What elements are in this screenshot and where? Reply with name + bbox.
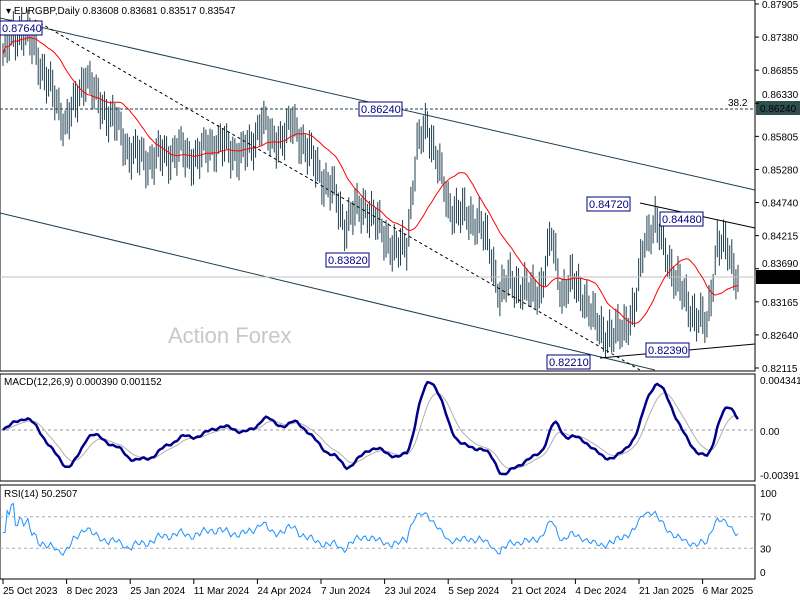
y-tick-label: 0.84215: [762, 232, 799, 243]
x-tick-label: 7 Jun 2024: [321, 586, 371, 597]
annotation-84720: 0.84720: [589, 199, 629, 211]
rsi-tick-label: 0: [760, 568, 766, 579]
price-panel-border: [0, 0, 756, 372]
y-tick-label: 0.86330: [762, 90, 799, 101]
rsi-tick-label: 100: [760, 489, 777, 500]
x-tick-label: 11 Mar 2024: [194, 586, 250, 597]
fib-label: 38.2: [728, 98, 748, 109]
dashed-trend-line: [34, 19, 641, 371]
y-tick-label: 0.83165: [762, 298, 799, 309]
x-tick-label: 21 Oct 2024: [512, 586, 567, 597]
rsi-tick-label: 30: [760, 544, 772, 555]
price-axis: 0.87905 0.87380 0.86855 0.86330 0.85805 0.852…: [762, 0, 799, 375]
y-tick-label: 0.85805: [762, 132, 799, 143]
rsi-panel-border: [0, 484, 756, 580]
annotation-high: 0.87640: [2, 23, 42, 35]
y-tick-label: 0.86855: [762, 66, 799, 77]
x-tick-label: 6 Mar 2025: [703, 586, 754, 597]
x-tick-label: 8 Dec 2023: [67, 586, 119, 597]
macd-signal-line: [2, 392, 739, 469]
macd-title: MACD(12,26,9) 0.000390 0.001152: [4, 377, 162, 388]
y-tick-label: 0.85280: [762, 165, 799, 176]
annotation-82390: 0.82390: [648, 345, 688, 357]
macd-tick-label: 0.00: [760, 427, 780, 438]
y-tick-label: 0.84740: [762, 199, 799, 210]
x-tick-label: 5 Sep 2024: [448, 586, 500, 597]
x-tick-label: 25 Oct 2023: [3, 586, 58, 597]
x-tick-label: 4 Dec 2024: [575, 586, 627, 597]
time-axis: 25 Oct 2023 8 Dec 2023 25 Jan 2024 11 Mar 2…: [3, 586, 754, 597]
price-panel: [2, 9, 739, 358]
y-tick-label: 0.82640: [762, 331, 799, 342]
y-tick-label: 0.87905: [762, 0, 799, 11]
macd-tick-label: 0.004341: [760, 376, 800, 387]
y-tick-label: 0.87380: [762, 33, 799, 44]
level-price-tag: 0.86240: [760, 104, 797, 115]
annotation-84480: 0.84480: [662, 214, 702, 226]
chart-title: ▾ EURGBP,Daily 0.83608 0.83681 0.83517 0…: [6, 6, 236, 17]
rsi-line: [3, 502, 739, 557]
price-annotations: 0.87640 0.86240 0.83820 0.84720 0.84480 …: [0, 20, 704, 370]
x-tick-label: 25 Jan 2024: [130, 586, 185, 597]
annotation-86240: 0.86240: [361, 104, 401, 116]
macd-panel-border: [0, 373, 756, 482]
macd-line: [2, 380, 740, 476]
x-tick-label: 21 Jan 2025: [639, 586, 694, 597]
last-price-tag: 0.83547: [760, 273, 797, 284]
rsi-title: RSI(14) 50.2507: [4, 489, 78, 500]
annotation-83820: 0.83820: [328, 255, 368, 267]
macd-tick-label: -0.003916: [760, 471, 800, 482]
x-tick-label: 23 Jul 2024: [385, 586, 437, 597]
x-tick-label: 24 Apr 2024: [257, 586, 311, 597]
watermark: Action Forex: [168, 323, 292, 348]
y-tick-label: 0.83690: [762, 259, 799, 270]
y-tick-label: 0.82115: [762, 364, 798, 375]
annotation-82210: 0.82210: [549, 357, 589, 369]
lower-channel-line: [0, 212, 656, 371]
rsi-tick-label: 70: [760, 513, 772, 524]
moving-average-line: [2, 37, 739, 324]
